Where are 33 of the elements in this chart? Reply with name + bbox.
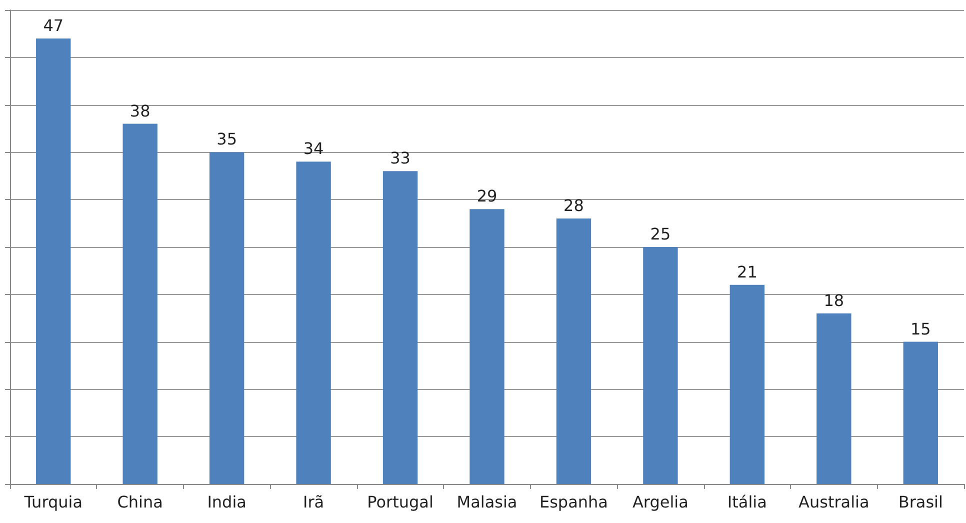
data-label: 34 <box>303 139 324 158</box>
bar <box>122 124 158 484</box>
bar <box>36 38 71 484</box>
x-tick-label: Australia <box>798 492 870 512</box>
bar <box>816 313 852 484</box>
data-label: 25 <box>650 224 671 244</box>
x-tick-label: Espanha <box>539 492 608 512</box>
data-label: 38 <box>130 101 150 120</box>
data-label: 18 <box>824 290 844 310</box>
x-tick-label: Portugal <box>367 492 434 512</box>
bar <box>903 342 938 484</box>
bar <box>382 171 418 484</box>
bar <box>556 218 592 484</box>
x-tick-label: Itália <box>727 492 767 512</box>
data-label: 33 <box>390 148 410 168</box>
data-label: 15 <box>910 319 931 338</box>
x-tick-label: Brasil <box>898 492 943 512</box>
bar <box>209 152 244 484</box>
x-tick-label: Irã <box>302 492 324 512</box>
x-tick-label: Malasia <box>456 492 518 512</box>
bar <box>470 209 504 484</box>
bar <box>643 247 678 484</box>
x-tick-label: India <box>207 492 246 512</box>
data-label: 21 <box>737 262 758 282</box>
data-label: 47 <box>43 16 64 35</box>
bar <box>730 284 765 484</box>
x-tick-label: Turquia <box>23 492 83 512</box>
x-tick-label: Argelia <box>632 492 688 512</box>
data-label: 35 <box>216 130 237 149</box>
data-label: 29 <box>476 186 498 206</box>
bar <box>296 162 331 484</box>
x-tick-label: China <box>117 492 163 512</box>
data-label: 28 <box>564 196 584 216</box>
